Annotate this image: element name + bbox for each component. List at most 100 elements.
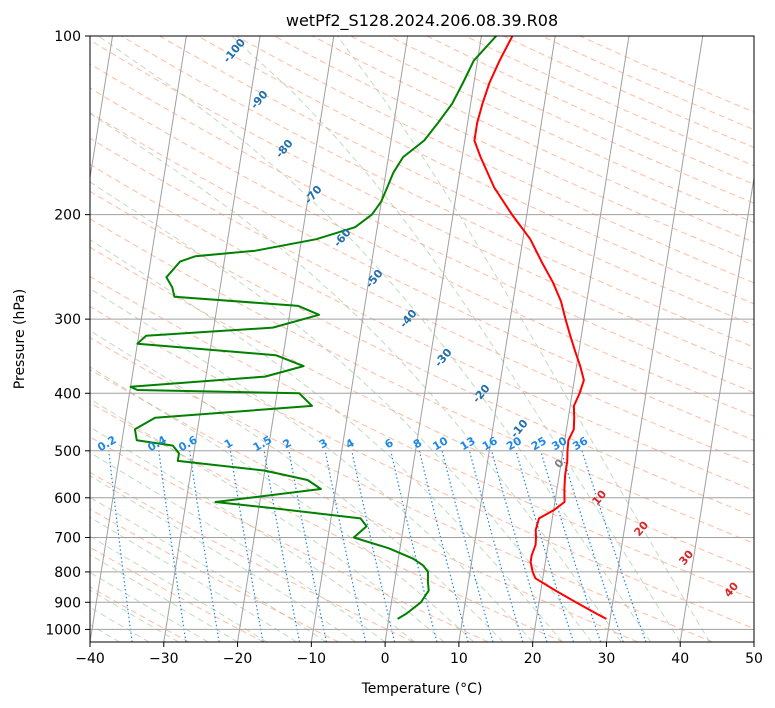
mixing-ratio-label: 1: [222, 436, 235, 451]
moist-adiabat-line: [90, 475, 356, 642]
isotherm-line: [679, 174, 754, 642]
y-tick-label: 1000: [45, 622, 81, 638]
dry-adiabat-line: [90, 163, 754, 492]
x-tick-label: 10: [450, 651, 468, 667]
moist-adiabat-line: [90, 330, 504, 642]
moist-adiabat-line: [90, 288, 534, 642]
moist-adiabat-line: [90, 366, 474, 642]
dry-adiabat-label: -50: [363, 267, 386, 291]
x-tick-label: −20: [223, 651, 253, 667]
moist-adiabat-label: 10: [589, 487, 609, 507]
y-tick-label: 300: [54, 312, 81, 328]
dry-adiabat-line: [90, 336, 713, 642]
moist-adiabat-line: [90, 589, 179, 642]
x-tick-label: −10: [297, 651, 327, 667]
isotherm-line: [163, 36, 261, 642]
temperature-profile: [473, 36, 607, 620]
moist-adiabat-line: [90, 426, 415, 642]
dry-adiabat-line: [274, 36, 754, 263]
y-axis-label: Pressure (hPa): [12, 289, 28, 389]
dry-adiabat-line: [121, 36, 754, 348]
isotherm-line: [753, 638, 754, 642]
dewpoint-profile: [129, 36, 497, 620]
mixing-ratio-label: 8: [411, 436, 424, 451]
dry-adiabat-line: [90, 137, 754, 466]
dry-adiabat-line: [90, 39, 754, 371]
plot-frame: [89, 35, 755, 643]
y-tick-label: 400: [54, 386, 81, 402]
moist-adiabat-line: [98, 36, 652, 642]
isotherm-line: [384, 36, 482, 642]
profile-series: [129, 36, 607, 620]
moist-adiabat-label: 40: [721, 579, 741, 599]
moist-adiabat-line: [90, 451, 386, 642]
mixing-ratio-line: [540, 450, 602, 642]
x-tick-label: 50: [745, 651, 763, 667]
x-tick-label: 0: [381, 651, 390, 667]
y-tick-label: 900: [54, 595, 81, 611]
mixing-ratio-line: [418, 450, 469, 642]
moist-adiabat-line: [90, 239, 563, 642]
x-axis-label: Temperature (°C): [361, 681, 483, 697]
isotherm-line: [310, 36, 409, 642]
dry-adiabat-line: [579, 36, 754, 113]
dry-adiabats: [90, 36, 754, 642]
mixing-ratio-line: [581, 450, 647, 642]
dry-adiabat-line: [90, 190, 754, 518]
isotherm-line: [90, 36, 187, 642]
isotherm-line: [532, 36, 630, 642]
mixing-ratio-line: [108, 450, 133, 642]
y-tick-label: 600: [54, 491, 81, 507]
mixing-ratio-line: [288, 450, 327, 642]
dry-adiabat-line: [90, 586, 190, 642]
moist-adiabat-label: 30: [676, 547, 696, 567]
dry-adiabat-line: [90, 218, 754, 544]
dry-adiabat-line: [159, 36, 754, 326]
x-tick-label: 20: [524, 651, 542, 667]
dry-adiabat-line: [235, 36, 754, 284]
moist-adiabat-line: [90, 181, 593, 642]
isotherms: [90, 36, 754, 642]
dry-adiabat-label: -40: [397, 307, 420, 331]
y-tick-label: 500: [54, 444, 81, 460]
dry-adiabat-label: -80: [273, 137, 296, 161]
mixing-ratio-line: [324, 450, 367, 642]
isotherm-line: [237, 36, 335, 642]
mixing-ratio-line: [491, 450, 548, 642]
dry-adiabat-line: [90, 112, 754, 441]
dry-adiabat-line: [90, 246, 754, 572]
dry-adiabat-line: [197, 36, 754, 305]
x-tick-label: −40: [75, 651, 105, 667]
moist-adiabat-line: [231, 36, 681, 642]
dry-adiabat-line: [90, 87, 754, 417]
mixing-ratio-line: [441, 450, 494, 642]
moist-adiabat-line: [337, 36, 711, 642]
dry-adiabat-line: [90, 471, 414, 642]
isotherm-line: [90, 36, 114, 181]
x-tick-label: 30: [598, 651, 616, 667]
moist-adiabat-line: [90, 554, 238, 642]
moist-adiabat-line: [90, 112, 622, 642]
x-axis-ticks: −40 −30 −20 −10 0 10 20 30 40 50: [75, 642, 763, 667]
dry-adiabat-line: [90, 436, 489, 642]
mixing-ratio-label: 6: [382, 436, 395, 451]
mixing-ratio-line: [390, 450, 438, 642]
y-axis-ticks: 100 200 300 400 500 600 700 800 900 1000: [45, 29, 90, 638]
mixing-ratio-line: [560, 450, 624, 642]
background-line-labels: 0.1 0.2 0.4 0.6 1 1.5 2 3 4 6 8 10 13 16 20 25 30 36-100-…: [95, 36, 741, 600]
moist-adiabat-line: [90, 516, 297, 642]
dry-adiabat-line: [90, 546, 265, 642]
chart-title: wetPf2_S128.2024.206.08.39.R08: [286, 11, 558, 31]
moist-adiabats: [90, 36, 711, 642]
mixing-ratio-line: [515, 450, 575, 642]
dry-adiabat-line: [90, 275, 754, 600]
x-tick-label: −30: [149, 651, 179, 667]
moist-adiabat-line: [90, 398, 445, 642]
isotherm-line: [458, 36, 556, 642]
mixing-ratio-line: [468, 450, 524, 642]
mixing-ratio-label: 4: [344, 436, 357, 451]
dry-adiabat-line: [503, 36, 754, 149]
isotherm-line: [605, 36, 704, 642]
mixing-ratio-line: [189, 450, 220, 642]
